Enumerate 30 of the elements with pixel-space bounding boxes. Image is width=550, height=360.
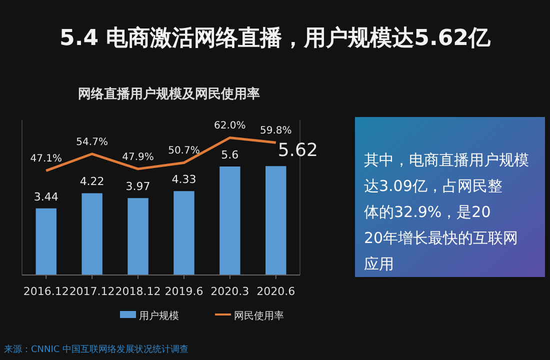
- bar: [220, 166, 240, 275]
- data-label: 4.33: [172, 173, 196, 186]
- legend-label: 用户规模: [139, 310, 179, 322]
- data-label: 62.0%: [214, 120, 246, 132]
- bar: [82, 193, 102, 275]
- x-tick-label: 2018.12: [115, 285, 161, 298]
- data-label: 3.44: [34, 190, 58, 204]
- bar: [36, 208, 56, 275]
- data-label: 54.7%: [76, 136, 108, 148]
- data-label: 47.1%: [30, 154, 62, 165]
- data-label: 5.6: [221, 148, 239, 162]
- x-tick-label: 2020.6: [256, 285, 296, 298]
- data-label: 4.22: [80, 175, 104, 188]
- text: 其中，电商直播用户规模达3.09亿，占网民整体的32.9%，是2020年增长最快的互联网应用: [364, 151, 529, 273]
- data-label: 3.97: [126, 180, 150, 194]
- data-label: 47.9%: [122, 152, 154, 163]
- x-tick-label: 2017.12: [69, 285, 115, 298]
- bar: [266, 166, 286, 275]
- chart-title: 5.4 电商激活网络直播，用户规模达5.62亿: [60, 25, 492, 51]
- bar: [128, 198, 148, 275]
- data-label: 5.62: [278, 140, 318, 162]
- x-tick-label: 2016.12: [23, 285, 69, 298]
- chart-subtitle: 网络直播用户规模及网民使用率: [78, 86, 260, 102]
- legend-label: 网民使用率: [234, 310, 284, 322]
- x-tick-label: 2019.6: [164, 285, 204, 298]
- data-label: 50.7%: [168, 146, 200, 157]
- data-label: 59.8%: [260, 126, 292, 137]
- x-tick-label: 2020.3: [210, 285, 250, 298]
- bar: [174, 191, 194, 275]
- source-note: 来源：CNNIC 中国互联网络发展状况统计调查: [4, 344, 189, 355]
